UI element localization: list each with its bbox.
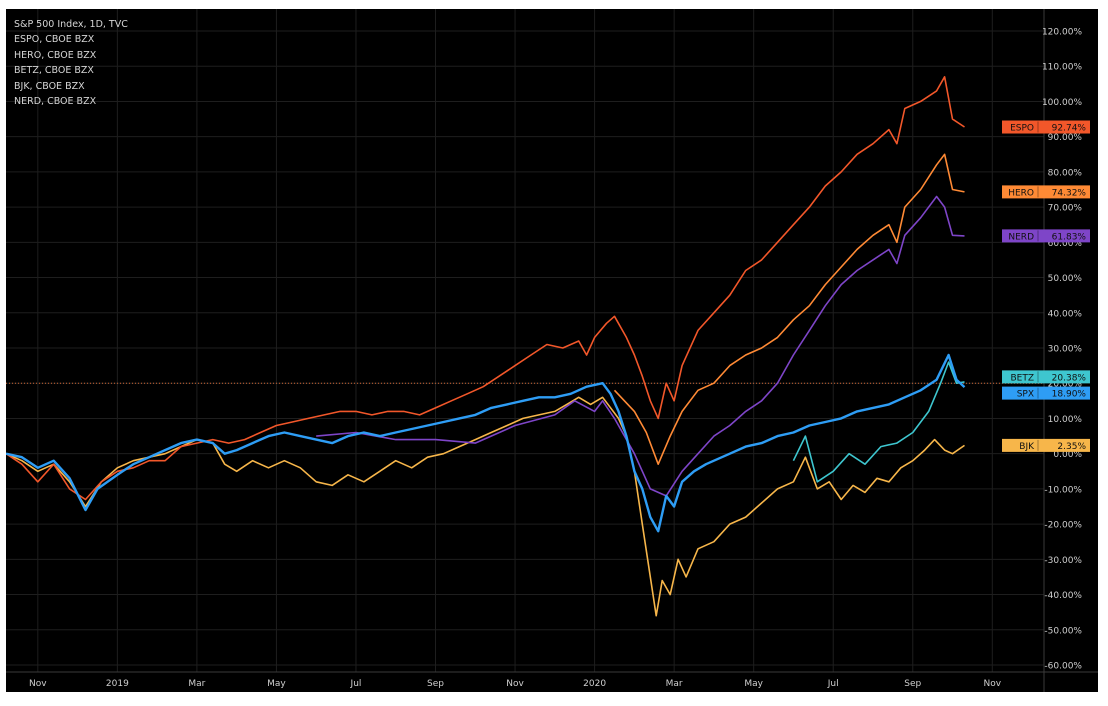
x-tick-label: Jul bbox=[350, 679, 362, 689]
end-tag-nerd[interactable]: 61.83% NERD bbox=[1002, 229, 1090, 243]
y-tick-label: -50.00% bbox=[1044, 626, 1082, 636]
end-tag-name: NERD bbox=[1008, 232, 1034, 242]
series-line-spx bbox=[6, 353, 966, 533]
end-tag-bg bbox=[1002, 370, 1090, 384]
end-tag-name: ESPO bbox=[1010, 124, 1034, 134]
series-line-betz bbox=[792, 361, 965, 483]
y-tick-label: 60.00% bbox=[1048, 239, 1083, 249]
end-tag-bg bbox=[1002, 229, 1090, 243]
legend-entry-betz[interactable]: BETZ, CBOE BZX bbox=[14, 65, 94, 77]
x-tick-label: Mar bbox=[666, 679, 683, 689]
end-tag-value: 92.74% bbox=[1052, 124, 1087, 134]
x-tick-label: May bbox=[744, 679, 763, 689]
y-tick-label: 120.00% bbox=[1042, 28, 1082, 38]
x-tick-label: Sep bbox=[427, 679, 444, 689]
end-tag-name: HERO bbox=[1008, 188, 1034, 198]
series-line-bjk bbox=[6, 396, 965, 617]
y-tick-label: 90.00% bbox=[1048, 133, 1083, 143]
end-tag-betz[interactable]: 20.38% BETZ bbox=[1002, 370, 1090, 384]
x-tick-label: Nov bbox=[984, 679, 1002, 689]
end-tag-spx[interactable]: 18.90% SPX bbox=[1002, 386, 1090, 400]
x-tick-label: Jul bbox=[827, 679, 839, 689]
end-tag-bg bbox=[1002, 120, 1090, 134]
y-tick-label: 80.00% bbox=[1048, 168, 1083, 178]
x-tick-label: Mar bbox=[188, 679, 205, 689]
y-tick-label: -40.00% bbox=[1044, 591, 1082, 601]
y-tick-label: -60.00% bbox=[1044, 662, 1082, 672]
end-tag-value: 74.32% bbox=[1052, 188, 1087, 198]
chart-svg: 120.00% 110.00% 100.00% 90.00% 80.00% 70.00% 6… bbox=[6, 9, 1098, 692]
end-tag-value: 2.35% bbox=[1057, 442, 1086, 452]
end-tag-value: 18.90% bbox=[1052, 390, 1087, 400]
y-tick-label: 50.00% bbox=[1048, 274, 1083, 284]
legend-entry-spx[interactable]: S&P 500 Index, 1D, TVC bbox=[14, 19, 128, 30]
chart-legend: S&P 500 Index, 1D, TVC ESPO, CBOE BZX HE… bbox=[14, 17, 128, 109]
end-tag-name: SPX bbox=[1017, 390, 1034, 400]
y-tick-label: -30.00% bbox=[1044, 556, 1082, 566]
end-tag-bg bbox=[1002, 185, 1090, 199]
series-line-nerd bbox=[316, 195, 965, 497]
y-tick-label: 0.00% bbox=[1053, 450, 1082, 460]
chart-panel: 120.00% 110.00% 100.00% 90.00% 80.00% 70.00% 6… bbox=[6, 9, 1098, 692]
legend-entry-hero[interactable]: HERO, CBOE BZX bbox=[14, 49, 97, 61]
legend-entry-nerd[interactable]: NERD, CBOE BZX bbox=[14, 96, 97, 108]
y-tick-label: 10.00% bbox=[1048, 415, 1083, 425]
end-tag-espo[interactable]: 92.74% ESPO bbox=[1002, 120, 1090, 134]
y-tick-label: 30.00% bbox=[1048, 345, 1083, 355]
y-tick-label: 110.00% bbox=[1042, 63, 1082, 73]
x-tick-label: Nov bbox=[506, 679, 524, 689]
end-tag-value: 20.38% bbox=[1052, 373, 1087, 383]
end-tag-hero[interactable]: 74.32% HERO bbox=[1002, 185, 1090, 199]
end-tag-name: BJK bbox=[1019, 442, 1035, 452]
x-tick-label: 2019 bbox=[106, 679, 129, 689]
x-tick-label: May bbox=[267, 679, 286, 689]
x-tick-label: 2020 bbox=[583, 679, 606, 689]
y-tick-label: 40.00% bbox=[1048, 309, 1083, 319]
y-tick-label: 100.00% bbox=[1042, 98, 1082, 108]
end-tag-bjk[interactable]: 2.35% BJK bbox=[1002, 438, 1090, 452]
end-tag-value: 61.83% bbox=[1052, 232, 1087, 242]
y-tick-label: 70.00% bbox=[1048, 204, 1083, 214]
x-tick-label: Sep bbox=[904, 679, 921, 689]
legend-entry-espo[interactable]: ESPO, CBOE BZX bbox=[14, 34, 95, 46]
end-tag-bg bbox=[1002, 386, 1090, 400]
y-tick-label: 20.00% bbox=[1048, 380, 1083, 390]
series-line-hero bbox=[613, 153, 965, 466]
y-tick-label: -20.00% bbox=[1044, 521, 1082, 531]
legend-entry-bjk[interactable]: BJK, CBOE BZX bbox=[14, 80, 85, 92]
y-tick-label: -10.00% bbox=[1044, 485, 1082, 495]
x-tick-label: Nov bbox=[29, 679, 47, 689]
end-tag-name: BETZ bbox=[1010, 373, 1034, 383]
end-tag-bg bbox=[1002, 438, 1090, 452]
series-line-espo bbox=[6, 76, 965, 501]
